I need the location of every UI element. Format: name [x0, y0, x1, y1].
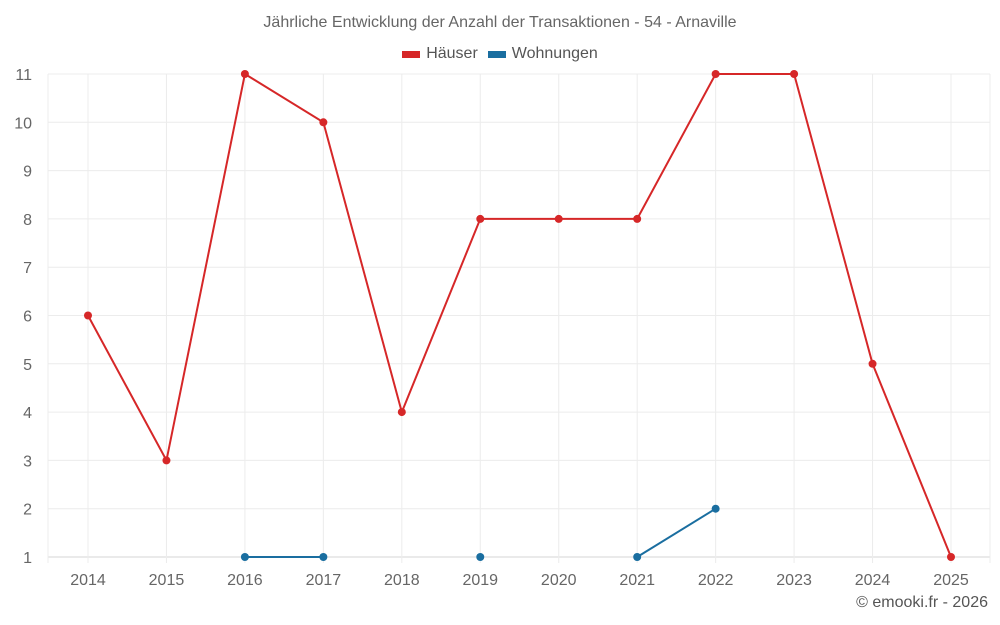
y-tick-label: 10: [14, 115, 32, 132]
y-tick-label: 6: [23, 309, 32, 326]
chart-title: Jährliche Entwicklung der Anzahl der Tra…: [263, 14, 737, 31]
y-tick-label: 8: [23, 212, 32, 229]
data-point[interactable]: [711, 504, 720, 513]
y-tick-label: 9: [23, 164, 32, 181]
data-point[interactable]: [319, 118, 328, 127]
legend-item-wohnungen[interactable]: Wohnungen: [487, 45, 598, 63]
y-tick-label: 11: [15, 67, 32, 84]
x-tick-label: 2017: [306, 572, 342, 589]
y-tick-label: 4: [23, 405, 32, 422]
y-tick-label: 3: [23, 453, 32, 470]
data-point[interactable]: [240, 553, 249, 561]
data-point[interactable]: [868, 359, 877, 368]
data-point[interactable]: [633, 553, 642, 561]
x-tick-label: 2018: [384, 572, 420, 589]
y-tick-label: 7: [23, 260, 32, 277]
x-tick-label: 2021: [619, 572, 655, 589]
data-point[interactable]: [711, 70, 720, 78]
x-tick-label: 2025: [933, 572, 969, 589]
series-wohnungen: [240, 504, 720, 561]
data-point[interactable]: [790, 70, 799, 78]
data-point[interactable]: [162, 456, 171, 465]
series-line: [87, 72, 952, 558]
data-point[interactable]: [240, 70, 249, 78]
data-point[interactable]: [633, 214, 642, 223]
x-tick-label: 2019: [462, 572, 498, 589]
legend-item-haeuser[interactable]: Häuser: [402, 45, 478, 63]
series-line: [636, 507, 717, 558]
legend-label-wohnungen: Wohnungen: [511, 45, 598, 62]
data-point[interactable]: [397, 408, 406, 417]
x-tick-label: 2024: [855, 572, 891, 589]
x-tick-label: 2015: [149, 572, 185, 589]
data-point[interactable]: [84, 311, 92, 320]
legend-swatch-haeuser: [402, 50, 421, 58]
x-tick-label: 2020: [541, 572, 577, 589]
legend-label-haeuser: Häuser: [426, 45, 478, 62]
legend: Häuser Wohnungen: [0, 45, 1000, 63]
data-point[interactable]: [554, 214, 563, 223]
legend-swatch-wohnungen: [487, 50, 506, 58]
series-haeuser: [84, 70, 955, 561]
x-tick-label: 2022: [698, 572, 734, 589]
x-tick-label: 2014: [70, 572, 106, 589]
data-point[interactable]: [947, 553, 955, 561]
y-tick-label: 5: [23, 357, 32, 374]
y-tick-label: 1: [23, 550, 32, 567]
data-point[interactable]: [319, 553, 328, 561]
data-point[interactable]: [476, 553, 485, 561]
x-tick-label: 2023: [776, 572, 812, 589]
data-point[interactable]: [476, 214, 485, 223]
y-tick-label: 2: [23, 502, 32, 519]
credit-text: © emooki.fr - 2026: [856, 594, 988, 611]
x-tick-label: 2016: [227, 572, 263, 589]
